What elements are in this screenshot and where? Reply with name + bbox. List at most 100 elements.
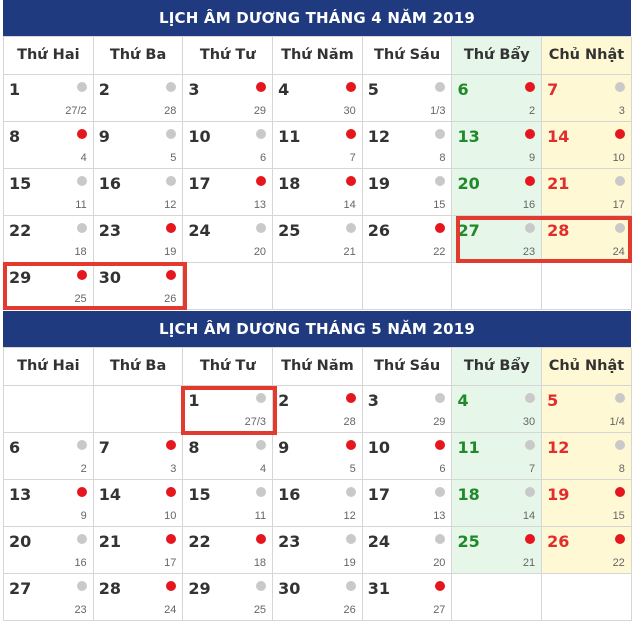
lunar-date: 5 bbox=[170, 152, 177, 164]
calendar-title: LỊCH ÂM DƯƠNG THÁNG 4 NĂM 2019 bbox=[3, 0, 631, 36]
day-cell[interactable]: 30 26 bbox=[93, 263, 184, 310]
day-cell[interactable]: 25 21 bbox=[273, 216, 363, 263]
normal-day-dot-icon bbox=[76, 82, 87, 92]
day-cell[interactable]: 20 16 bbox=[452, 169, 543, 216]
normal-day-dot-icon bbox=[76, 534, 87, 544]
day-cell[interactable]: 2 28 bbox=[93, 75, 184, 122]
good-day-dot-icon bbox=[525, 82, 536, 92]
solar-date: 31 bbox=[367, 579, 391, 598]
normal-day-dot-icon bbox=[435, 176, 446, 186]
day-cell[interactable]: 23 19 bbox=[93, 216, 184, 263]
lunar-date: 12 bbox=[343, 510, 356, 522]
day-cell[interactable]: 28 24 bbox=[542, 216, 632, 263]
lunar-date: 18 bbox=[253, 557, 267, 569]
day-cell[interactable]: 13 9 bbox=[452, 122, 543, 169]
day-cell[interactable]: 23 19 bbox=[273, 527, 363, 574]
solar-date: 10 bbox=[188, 127, 211, 146]
day-cell[interactable]: 19 15 bbox=[542, 480, 632, 527]
day-cell[interactable]: 30 26 bbox=[273, 574, 363, 621]
solar-date: 1 bbox=[188, 391, 200, 410]
solar-date: 21 bbox=[98, 532, 121, 551]
day-cell[interactable]: 28 24 bbox=[93, 574, 184, 621]
day-cell[interactable]: 1 27/2 bbox=[4, 75, 94, 122]
good-day-dot-icon bbox=[345, 440, 356, 450]
solar-date: 20 bbox=[9, 532, 32, 551]
normal-day-dot-icon bbox=[614, 176, 625, 186]
day-cell[interactable]: 5 1/3 bbox=[362, 75, 453, 122]
day-cell[interactable]: 18 14 bbox=[273, 169, 363, 216]
weekday-header-row: Thứ Hai Thứ Ba Thứ Tư Thứ Năm Thứ Sáu Thứ Bẩy… bbox=[4, 348, 632, 386]
day-cell[interactable]: 26 22 bbox=[542, 527, 632, 574]
day-cell[interactable]: 1 27/3 bbox=[183, 386, 274, 433]
day-cell[interactable]: 17 13 bbox=[183, 169, 274, 216]
day-cell[interactable]: 10 6 bbox=[183, 122, 274, 169]
day-cell[interactable]: 11 7 bbox=[452, 433, 543, 480]
day-cell[interactable]: 14 10 bbox=[542, 122, 632, 169]
day-cell[interactable]: 24 20 bbox=[183, 216, 274, 263]
day-cell[interactable]: 3 29 bbox=[183, 75, 274, 122]
day-cell[interactable]: 12 8 bbox=[542, 433, 632, 480]
day-cell[interactable]: 12 8 bbox=[362, 122, 453, 169]
day-cell[interactable]: 10 6 bbox=[362, 433, 453, 480]
week-row: 29 25 30 26 bbox=[4, 263, 632, 310]
solar-date: 6 bbox=[9, 438, 21, 457]
day-cell[interactable]: 21 17 bbox=[542, 169, 632, 216]
good-day-dot-icon bbox=[166, 440, 177, 450]
day-cell[interactable]: 20 16 bbox=[4, 527, 94, 574]
day-cell[interactable]: 4 30 bbox=[273, 75, 363, 122]
solar-date: 13 bbox=[9, 485, 32, 504]
normal-day-dot-icon bbox=[525, 223, 536, 233]
day-cell[interactable]: 24 20 bbox=[362, 527, 453, 574]
day-cell[interactable]: 3 29 bbox=[362, 386, 453, 433]
day-cell[interactable]: 4 30 bbox=[452, 386, 543, 433]
lunar-date: 29 bbox=[253, 105, 267, 117]
solar-date: 19 bbox=[367, 174, 391, 193]
day-cell[interactable]: 29 25 bbox=[183, 574, 274, 621]
lunar-date: 19 bbox=[343, 557, 356, 569]
day-cell[interactable]: 26 22 bbox=[362, 216, 453, 263]
solar-date: 9 bbox=[278, 438, 290, 457]
lunar-date: 12 bbox=[164, 199, 177, 211]
day-cell[interactable]: 18 14 bbox=[452, 480, 543, 527]
solar-date: 24 bbox=[367, 532, 391, 551]
day-cell[interactable]: 31 27 bbox=[362, 574, 453, 621]
lunar-date: 9 bbox=[80, 510, 87, 522]
solar-date: 29 bbox=[9, 268, 32, 287]
day-cell[interactable]: 15 11 bbox=[183, 480, 274, 527]
day-cell[interactable]: 19 15 bbox=[362, 169, 453, 216]
day-cell[interactable]: 27 23 bbox=[452, 216, 543, 263]
good-day-dot-icon bbox=[614, 129, 625, 139]
day-cell[interactable]: 21 17 bbox=[93, 527, 184, 574]
day-cell[interactable]: 14 10 bbox=[93, 480, 184, 527]
day-cell[interactable]: 22 18 bbox=[183, 527, 274, 574]
solar-date: 28 bbox=[547, 221, 570, 240]
day-cell[interactable]: 29 25 bbox=[4, 263, 94, 310]
day-cell[interactable]: 13 9 bbox=[4, 480, 94, 527]
day-cell[interactable]: 16 12 bbox=[93, 169, 184, 216]
solar-date: 18 bbox=[278, 174, 301, 193]
day-cell[interactable]: 27 23 bbox=[4, 574, 94, 621]
solar-date: 9 bbox=[98, 127, 110, 146]
day-cell[interactable]: 22 18 bbox=[4, 216, 94, 263]
day-cell[interactable]: 17 13 bbox=[362, 480, 453, 527]
lunar-date: 24 bbox=[164, 604, 177, 616]
day-cell[interactable]: 25 21 bbox=[452, 527, 543, 574]
lunar-date: 24 bbox=[612, 246, 625, 258]
normal-day-dot-icon bbox=[166, 82, 177, 92]
normal-day-dot-icon bbox=[614, 82, 625, 92]
good-day-dot-icon bbox=[345, 129, 356, 139]
day-cell[interactable]: 5 1/4 bbox=[542, 386, 632, 433]
day-cell[interactable]: 2 28 bbox=[273, 386, 363, 433]
day-cell[interactable]: 15 11 bbox=[4, 169, 94, 216]
day-cell[interactable]: 11 7 bbox=[273, 122, 363, 169]
solar-date: 10 bbox=[367, 438, 391, 457]
day-cell[interactable]: 16 12 bbox=[273, 480, 363, 527]
